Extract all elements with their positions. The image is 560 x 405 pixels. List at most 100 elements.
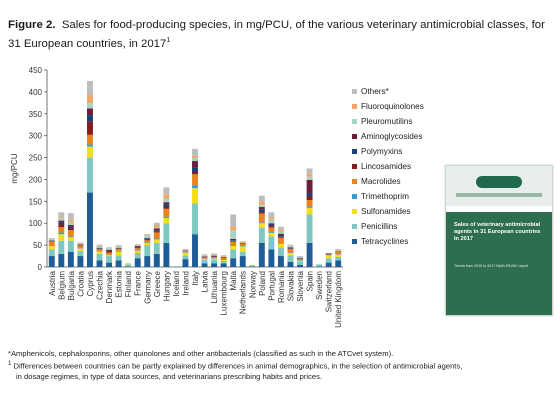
- legend-label-fluoroquinolones: Fluoroquinolones: [361, 102, 424, 111]
- bar-segment-tetracyclines-slovenia: [297, 264, 303, 267]
- bar-segment-penicillins-iceland: [172, 266, 179, 267]
- bar-segment-others-slovakia: [287, 244, 294, 246]
- bar-segment-macrolides-slovakia: [287, 249, 294, 253]
- y-tick-label: 150: [29, 197, 43, 206]
- bar-segment-penicillins-czechia: [96, 253, 103, 261]
- bar-segment-sulfonamides-slovenia: [297, 260, 303, 262]
- x-tick-label: Poland: [258, 271, 267, 296]
- x-tick-label: Norway: [248, 271, 257, 298]
- bar-segment-aminoglycosides-slovakia: [287, 247, 294, 249]
- bar-segment-lincosamides-bulgaria: [67, 228, 74, 231]
- agency-name-bar: [456, 193, 542, 197]
- bar-segment-fluoroquinolones-romania: [277, 229, 284, 232]
- x-tick-label: Slovakia: [286, 270, 295, 301]
- bar-segment-penicillins-slovakia: [287, 255, 294, 262]
- bar-segment-macrolides-poland: [258, 213, 265, 223]
- bar-segment-macrolides-netherlands: [239, 243, 246, 246]
- bar-segment-penicillins-portugal: [268, 236, 275, 250]
- x-tick-label: Ireland: [181, 271, 190, 295]
- legend-label-macrolides: Macrolides: [361, 177, 401, 186]
- x-tick-label: Sweden: [315, 271, 324, 300]
- bar-segment-others-czechia: [96, 244, 103, 246]
- bar-segment-others-denmark: [106, 247, 113, 249]
- x-tick-label: Czechia: [96, 270, 105, 299]
- bar-segment-lincosamides-spain: [306, 196, 313, 201]
- bar-segment-aminoglycosides-spain: [306, 179, 313, 194]
- bar-segment-pleuromutilins-bulgaria: [67, 222, 74, 225]
- legend-swatch-fluoroquinolones: [352, 104, 357, 109]
- bar-segment-macrolides-croatia: [77, 245, 84, 249]
- bar-segment-fluoroquinolones-cyprus: [87, 94, 93, 104]
- bar-segment-pleuromutilins-austria: [48, 239, 55, 241]
- bar-segment-trimethoprim-italy: [192, 185, 198, 189]
- bar-segment-lincosamides-belgium: [58, 224, 65, 228]
- x-tick-label: Croatia: [76, 270, 85, 296]
- bar-segment-tetracyclines-austria: [48, 256, 55, 267]
- bar-segment-macrolides-switzerland: [325, 254, 332, 256]
- bar-segment-others-malta: [230, 214, 237, 227]
- bar-segment-penicillins-ireland: [182, 255, 189, 260]
- y-tick-label: 300: [29, 132, 43, 141]
- bar-segment-pleuromutilins-hungary: [163, 198, 170, 203]
- bar-segment-others-hungary: [163, 187, 170, 195]
- bar-segment-aminoglycosides-belgium: [58, 220, 65, 223]
- legend-label-trimethoprim: Trimethoprim: [361, 192, 409, 201]
- bar-segment-pleuromutilins-latvia: [201, 255, 208, 257]
- y-tick-label: 0: [38, 263, 43, 272]
- x-tick-label: Hungary: [162, 271, 171, 301]
- bar-segment-fluoroquinolones-bulgaria: [67, 219, 74, 223]
- bar-segment-fluoroquinolones-italy: [192, 155, 198, 158]
- x-tick-label: Portugal: [267, 271, 276, 301]
- bar-segment-penicillins-romania: [277, 247, 284, 257]
- bar-segment-lincosamides-cyprus: [87, 121, 93, 135]
- legend-swatch-others: [352, 89, 357, 94]
- bar-segment-sulfonamides-luxembourg: [220, 259, 227, 261]
- bar-segment-tetracyclines-estonia: [115, 260, 122, 267]
- bar-segment-sulfonamides-croatia: [77, 248, 84, 251]
- bar-segment-others-cyprus: [87, 80, 93, 95]
- bar-segment-penicillins-latvia: [201, 259, 208, 264]
- bar-segment-penicillins-belgium: [58, 240, 65, 254]
- bar-segment-aminoglycosides-poland: [258, 207, 265, 210]
- bar-segment-penicillins-luxembourg: [220, 260, 227, 264]
- footnotes: *Amphenicols, cephalosporins, other quin…: [8, 349, 553, 382]
- bar-segment-tetracyclines-germany: [144, 256, 151, 267]
- bar-segment-tetracyclines-france: [134, 258, 141, 267]
- bar-segment-macrolides-italy: [192, 174, 198, 186]
- bar-segment-penicillins-malta: [230, 249, 237, 259]
- bar-segment-pleuromutilins-cyprus: [87, 103, 93, 109]
- bar-segment-tetracyclines-netherlands: [239, 256, 246, 267]
- bar-segment-penicillins-croatia: [77, 250, 84, 257]
- bar-segment-lincosamides-hungary: [163, 207, 170, 209]
- bar-segment-tetracyclines-belgium: [58, 253, 65, 267]
- bar-segment-lincosamides-greece: [153, 231, 160, 233]
- stacked-bar-chart: 0 50 100 150 200 250 300 350 400 450 mg/PCU Austria…: [10, 66, 424, 328]
- bar-segment-others-slovenia: [297, 256, 303, 257]
- bar-segment-penicillins-netherlands: [239, 251, 246, 257]
- bar-segment-lincosamides-romania: [277, 236, 284, 238]
- x-tick-label: Austria: [48, 270, 57, 295]
- footnote-mark: 1: [8, 361, 12, 367]
- bar-segment-macrolides-slovenia: [297, 259, 303, 260]
- bar-segment-tetracyclines-czechia: [96, 260, 103, 267]
- bar-segment-sulfonamides-germany: [144, 242, 151, 246]
- y-tick-label: 200: [29, 175, 43, 184]
- x-tick-label: Luxembourg: [220, 271, 229, 315]
- bar-segment-macrolides-greece: [153, 232, 160, 239]
- bar-segment-pleuromutilins-greece: [153, 227, 160, 229]
- bar-segment-aminoglycosides-bulgaria: [67, 224, 74, 227]
- bar-segment-pleuromutilins-malta: [230, 230, 237, 239]
- bar-segment-tetracyclines-latvia: [201, 263, 208, 267]
- bar-segment-macrolides-belgium: [58, 227, 65, 233]
- y-tick-label: 50: [33, 241, 42, 250]
- x-tick-label: Cyprus: [86, 271, 95, 296]
- bar-segment-polymyxins-germany: [144, 238, 151, 240]
- bar-segment-polymyxins-portugal: [268, 224, 275, 227]
- bar-segment-tetracyclines-ireland: [182, 259, 189, 267]
- bar-segment-others-greece: [153, 222, 160, 225]
- bar-segment-fluoroquinolones-belgium: [58, 217, 65, 219]
- bar-segment-aminoglycosides-hungary: [163, 202, 170, 205]
- x-tick-label: Denmark: [105, 270, 114, 303]
- bar-segment-macrolides-austria: [48, 241, 55, 246]
- x-tick-label: United Kingdom: [334, 271, 343, 328]
